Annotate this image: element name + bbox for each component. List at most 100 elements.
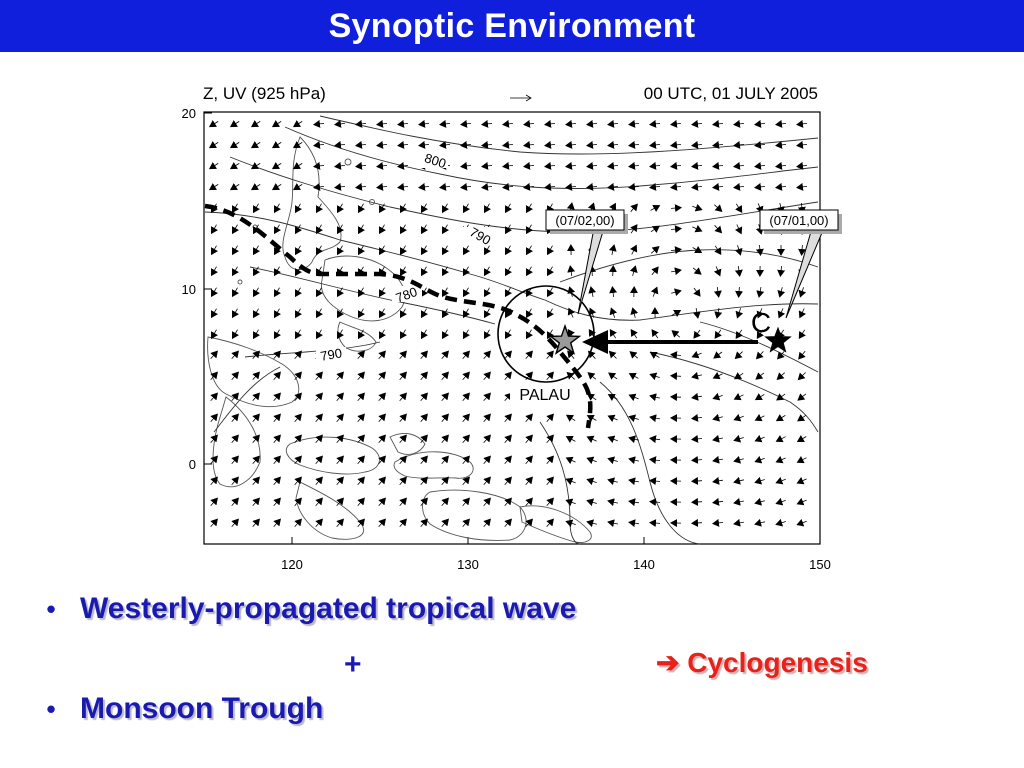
wind-vector <box>692 224 703 233</box>
wind-vector <box>546 245 554 256</box>
wind-vector <box>714 225 723 234</box>
wind-vector <box>775 518 786 527</box>
wind-vector <box>441 245 449 256</box>
wind-vector <box>565 435 576 443</box>
wind-vector <box>252 455 260 465</box>
wind-vector <box>525 476 533 486</box>
wind-vector <box>378 455 386 465</box>
wind-vector <box>692 308 701 319</box>
wind-vector <box>608 244 617 255</box>
wind-vector <box>607 140 619 149</box>
wind-vector <box>210 224 218 235</box>
wind-vector <box>733 392 744 401</box>
wind-vector <box>252 497 260 507</box>
wind-vector <box>754 455 765 464</box>
wind-vector <box>733 413 744 422</box>
wind-vector <box>231 371 239 381</box>
wind-vector <box>462 287 470 298</box>
wind-vector <box>231 329 239 340</box>
wind-vector <box>483 497 491 507</box>
wind-vector <box>525 329 533 340</box>
x-tick-label-130: 130 <box>457 557 479 572</box>
wind-vector <box>336 245 344 256</box>
wind-vector <box>565 477 576 486</box>
wind-vector <box>294 245 302 256</box>
wind-vector <box>504 203 512 214</box>
wind-vector <box>586 435 597 444</box>
wind-vector <box>546 434 554 444</box>
wind-vector <box>630 328 638 339</box>
wind-vector <box>735 308 744 319</box>
wind-vector <box>587 372 597 380</box>
wind-vector <box>691 161 703 170</box>
wind-vector <box>420 371 428 381</box>
wind-vector <box>399 455 407 465</box>
wind-vector <box>462 266 470 277</box>
wind-vector <box>733 119 745 128</box>
wind-vector <box>273 350 281 360</box>
wind-vector <box>334 119 346 128</box>
wind-vector <box>462 203 470 214</box>
wind-vector <box>692 246 703 254</box>
contour-label-780: 780 <box>394 284 420 306</box>
x-tick-label-120: 120 <box>281 557 303 572</box>
callout-left: (07/02,00) <box>545 209 628 315</box>
wind-vector <box>586 477 597 486</box>
wind-vector <box>315 455 323 465</box>
wind-vector <box>608 350 617 359</box>
wind-vector <box>420 203 428 214</box>
wind-vector <box>336 287 344 298</box>
wind-vector <box>798 244 807 256</box>
wind-vector <box>733 476 744 485</box>
wind-vector <box>586 414 597 422</box>
wind-vector <box>796 119 808 128</box>
wind-vector <box>650 246 660 254</box>
wind-vector <box>775 497 786 506</box>
wind-vector <box>420 350 428 360</box>
wind-vector <box>313 140 325 149</box>
wind-vector <box>588 286 597 297</box>
wind-vector <box>399 329 407 340</box>
gray-star-icon <box>548 323 582 355</box>
wind-vector <box>481 119 493 128</box>
wind-vector <box>754 518 765 527</box>
wind-vector <box>378 497 386 507</box>
wind-vector <box>315 287 323 298</box>
wind-vector <box>546 329 554 340</box>
wind-vector <box>691 434 703 443</box>
wind-vector <box>755 372 765 380</box>
wind-vector <box>525 455 533 465</box>
wind-vector <box>210 308 218 319</box>
bullet-dot: • <box>46 694 56 724</box>
wind-vector <box>586 456 597 465</box>
contour-label-bg <box>316 347 346 363</box>
wind-vector <box>735 286 744 298</box>
wind-vector <box>714 308 723 319</box>
wind-vector <box>483 287 491 298</box>
wind-vector <box>441 392 449 402</box>
wind-vector <box>273 308 281 319</box>
wind-vector <box>586 393 597 401</box>
wind-vector <box>273 497 281 507</box>
wind-vector <box>250 141 261 149</box>
wind-vector <box>439 182 451 191</box>
wind-vector <box>483 203 491 214</box>
wind-vector <box>649 140 661 149</box>
wind-vector <box>252 434 260 444</box>
wind-vector <box>629 265 638 276</box>
wind-vector <box>567 307 576 318</box>
wind-vector <box>229 120 240 128</box>
wind-vector <box>565 519 576 528</box>
wind-vector <box>399 392 407 402</box>
wind-vector <box>294 308 302 319</box>
wind-vector <box>483 308 491 319</box>
wind-vector <box>210 287 218 298</box>
wind-vector <box>231 308 239 319</box>
wind-vector <box>630 203 638 212</box>
wind-vector <box>525 308 533 319</box>
wind-vector <box>357 245 365 256</box>
wind-vector <box>754 497 765 506</box>
wind-vector <box>439 119 451 128</box>
wind-vector <box>796 140 808 149</box>
wind-vector <box>504 371 512 381</box>
